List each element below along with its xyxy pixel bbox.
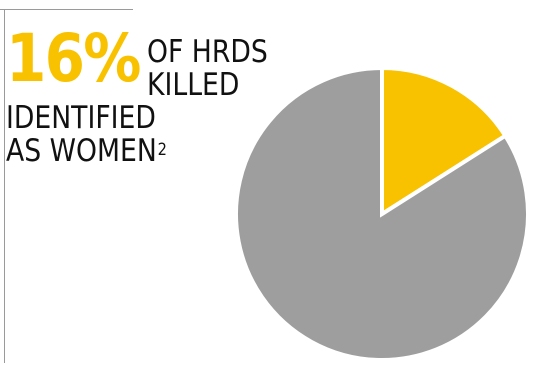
pie-slices [234, 65, 530, 362]
pie-slice-2 [234, 65, 530, 362]
stat-line-3: IDENTIFIED [6, 100, 156, 136]
frame-left-rule [4, 9, 5, 363]
stat-block: 16% OF HRDS KILLED IDENTIFIED AS WOMEN2 [0, 0, 300, 180]
pie-slice-1 [380, 65, 509, 218]
stat-line-1: OF HRDS [147, 34, 268, 70]
stat-line-2: KILLED [147, 67, 240, 103]
stat-line-4: AS WOMEN2 [6, 136, 167, 167]
frame-top-rule [0, 9, 133, 10]
footnote-marker: 2 [157, 140, 167, 160]
stat-line-4-text: AS WOMEN [6, 133, 157, 169]
stat-value: 16% [6, 20, 142, 97]
